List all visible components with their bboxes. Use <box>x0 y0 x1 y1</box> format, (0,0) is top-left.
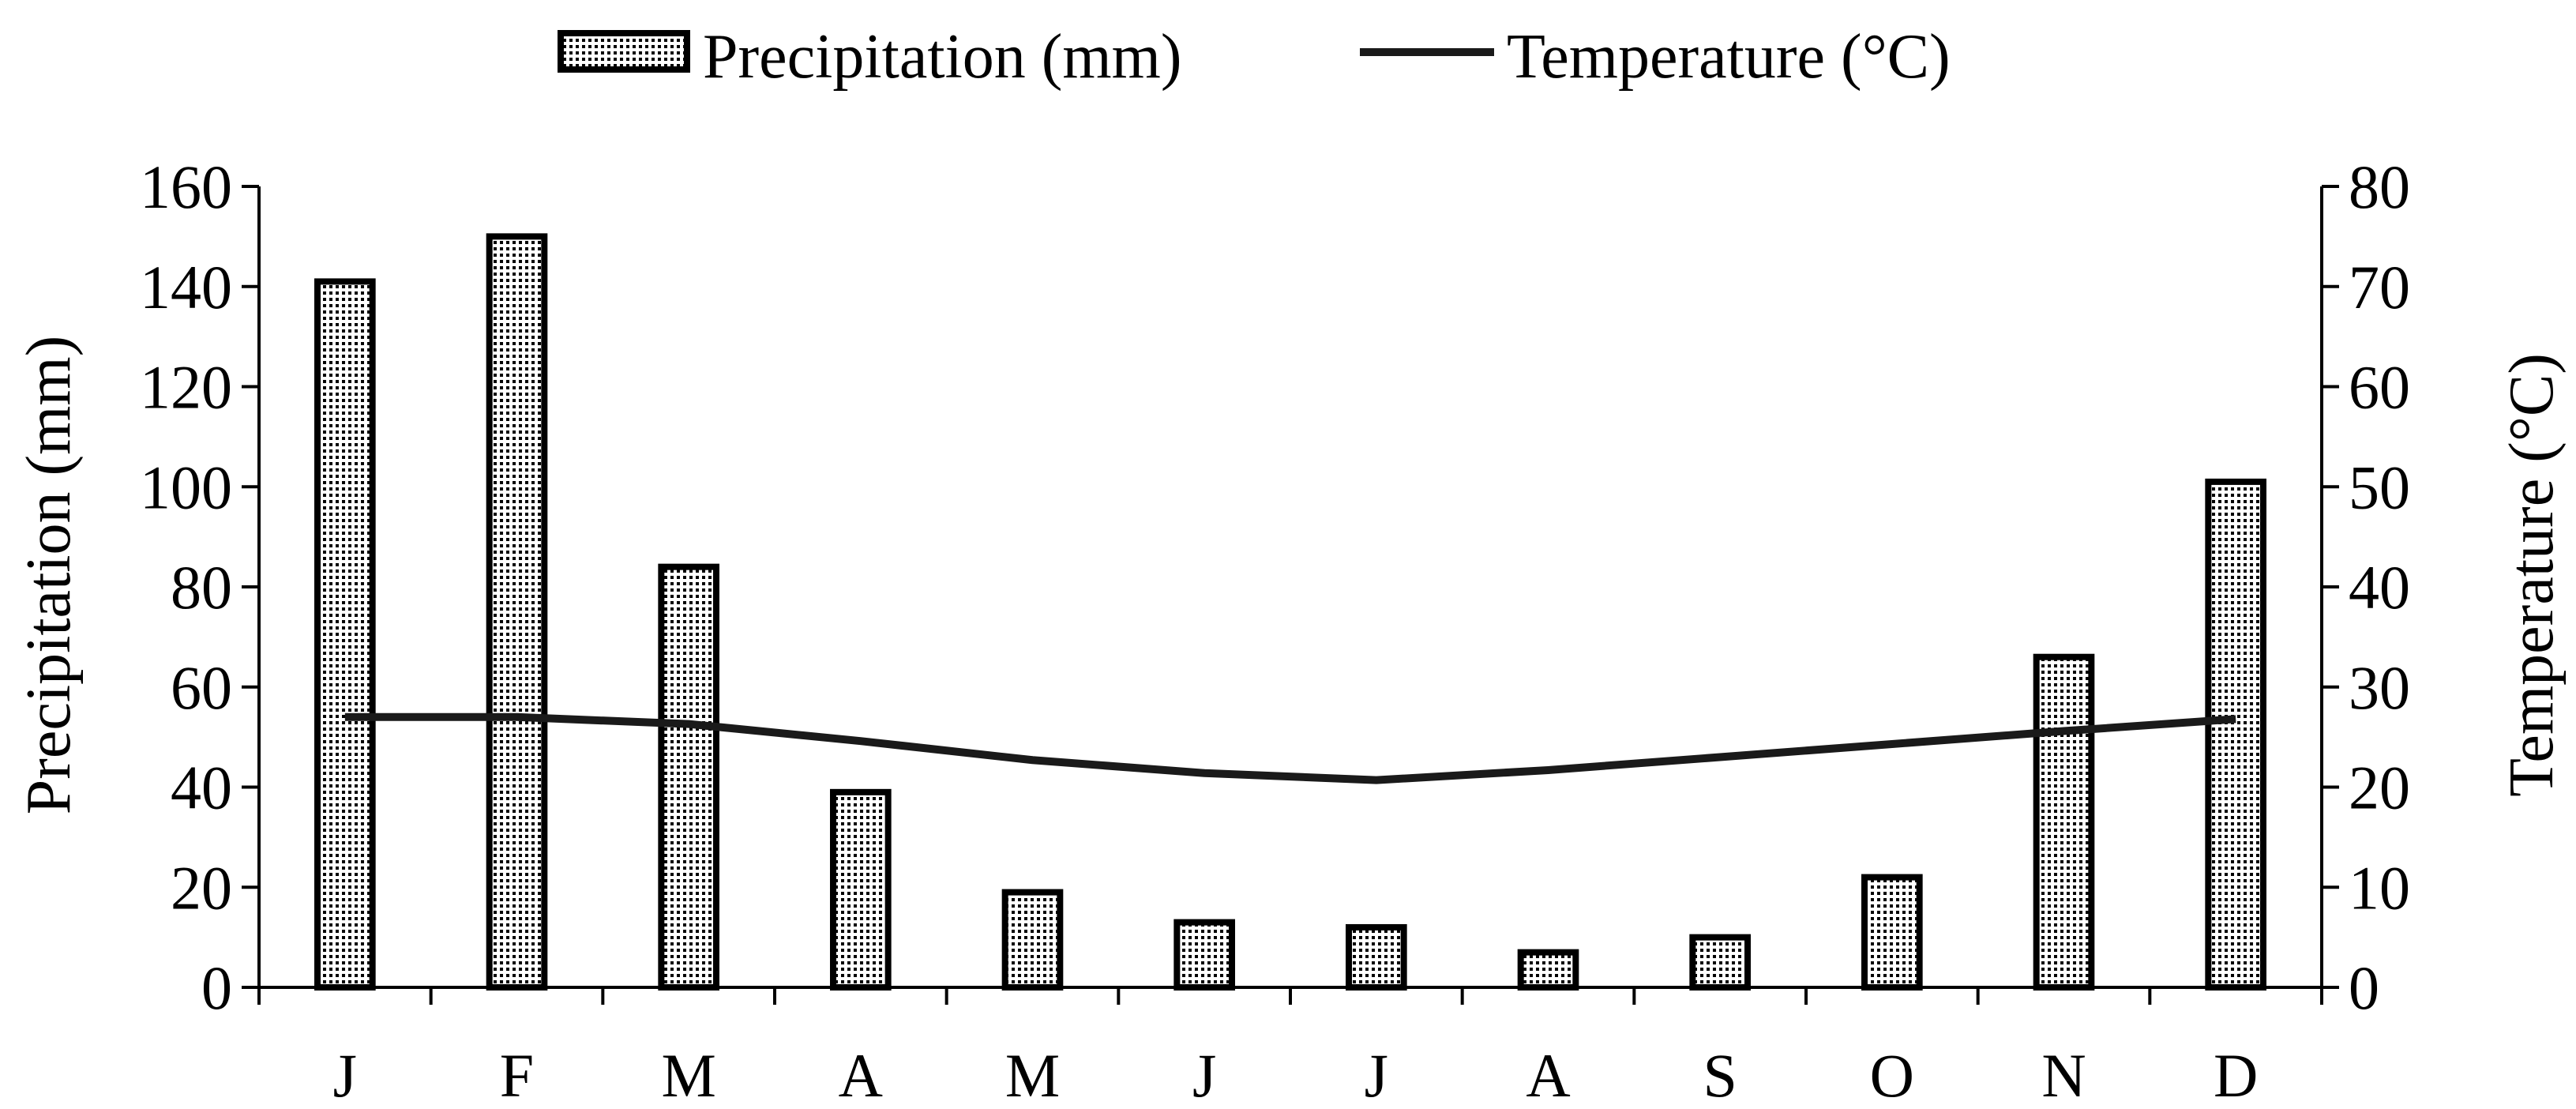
y2-tick-label: 70 <box>2349 253 2410 321</box>
precipitation-bar <box>2205 478 2266 991</box>
x-tick-label: A <box>839 1041 883 1109</box>
x-tick-label: M <box>1005 1041 1060 1109</box>
y2-tick-label: 40 <box>2349 553 2410 622</box>
x-tick-label: N <box>2041 1041 2086 1109</box>
y-tick-label: 40 <box>171 754 232 822</box>
y-tick-label: 160 <box>140 152 232 221</box>
y-tick-label: 0 <box>201 953 232 1022</box>
precipitation-bar <box>1517 949 1579 991</box>
y2-ticks: 0 10 20 30 40 50 60 70 80 <box>2322 152 2410 1022</box>
x-tick-label: J <box>333 1041 357 1109</box>
legend-precipitation-label: Precipitation (mm) <box>703 22 1182 92</box>
y-tick-label: 80 <box>171 553 232 622</box>
y2-axis-title: Temperature (°C) <box>2497 353 2567 797</box>
axes <box>257 186 2323 989</box>
y2-tick-label: 20 <box>2349 754 2410 822</box>
y-tick-label: 60 <box>171 653 232 722</box>
y2-tick-label: 30 <box>2349 653 2410 722</box>
precipitation-bar <box>830 788 892 991</box>
y-axis-title: Precipitation (mm) <box>14 336 84 815</box>
y-tick-label: 20 <box>171 853 232 922</box>
x-tick-label: D <box>2214 1041 2258 1109</box>
legend-temperature-label: Temperature (°C) <box>1507 22 1951 92</box>
precipitation-bar <box>1173 919 1235 991</box>
precipitation-bar <box>314 278 376 991</box>
legend-precipitation-swatch <box>558 30 690 73</box>
x-tick-label: S <box>1703 1041 1737 1109</box>
precipitation-bar <box>1346 923 1407 991</box>
x-tick-label: A <box>1526 1041 1570 1109</box>
y2-tick-label: 60 <box>2349 353 2410 422</box>
x-tick-label: J <box>1365 1041 1388 1109</box>
y2-tick-label: 80 <box>2349 152 2410 221</box>
y-tick-label: 100 <box>140 453 232 521</box>
y2-tick-label: 10 <box>2349 853 2410 922</box>
y-ticks: 0 20 40 60 80 100 120 140 160 <box>140 152 259 1022</box>
x-tick-label: J <box>1192 1041 1216 1109</box>
x-tick-label: M <box>661 1041 715 1109</box>
precipitation-bar <box>658 563 719 991</box>
precipitation-bars <box>314 233 2266 991</box>
x-tick-label: F <box>500 1041 534 1109</box>
y-tick-label: 120 <box>140 353 232 422</box>
x-tick-label: O <box>1870 1041 1914 1109</box>
precipitation-bar <box>1689 934 1751 991</box>
precipitation-bar <box>2033 653 2095 991</box>
temperature-line <box>344 712 2236 784</box>
y2-tick-label: 50 <box>2349 453 2410 521</box>
y2-tick-label: 0 <box>2349 953 2379 1022</box>
legend: Precipitation (mm) Temperature (°C) <box>558 22 1951 92</box>
precipitation-bar <box>486 233 548 991</box>
precipitation-bar <box>1861 874 1923 991</box>
temperature-line-layer <box>344 712 2236 784</box>
y-tick-label: 140 <box>140 253 232 321</box>
precipitation-bar <box>1001 889 1064 991</box>
